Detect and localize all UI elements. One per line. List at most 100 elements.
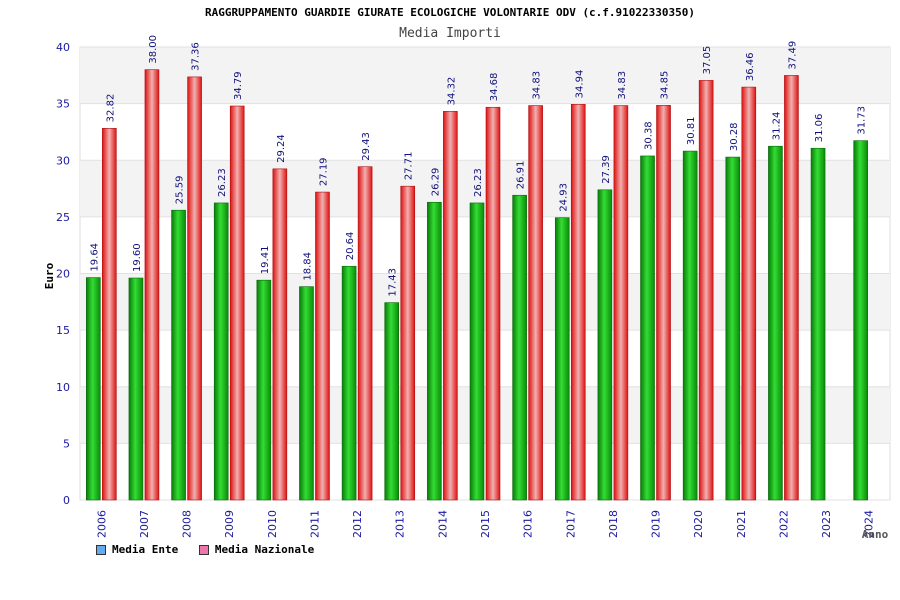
- bar-media-ente: [640, 155, 655, 501]
- bar-media-nazionale: [784, 75, 799, 501]
- bar-media-nazionale: [485, 106, 501, 501]
- bar-label-media-ente: 19.60: [132, 243, 143, 272]
- bar-label-media-nazionale: 34.68: [489, 73, 500, 102]
- bar-label-media-ente: 25.59: [175, 176, 186, 205]
- bar-media-ente: [128, 277, 144, 501]
- bar-label-media-ente: 30.81: [686, 116, 697, 145]
- legend-item-media-ente: Media Ente: [96, 543, 178, 556]
- bar-media-ente: [341, 265, 357, 501]
- bar-media-nazionale: [656, 105, 671, 501]
- legend-item-media-nazionale: Media Nazionale: [198, 543, 315, 556]
- bar-label-media-nazionale: 37.05: [702, 46, 713, 75]
- bar-media-ente: [213, 202, 229, 501]
- legend-label-media-ente: Media Ente: [112, 543, 179, 556]
- bar-media-ente: [725, 156, 741, 501]
- x-tick-label: 2018: [607, 510, 620, 538]
- bar-media-nazionale: [698, 80, 714, 501]
- bar-media-nazionale: [443, 111, 458, 501]
- bar-label-media-nazionale: 34.94: [574, 70, 585, 99]
- bar-media-ente: [299, 286, 314, 501]
- bar-label-media-nazionale: 29.24: [276, 134, 287, 163]
- bar-label-media-ente: 20.64: [345, 232, 356, 261]
- chart-subtitle: Media Importi: [399, 26, 501, 41]
- bar-label-media-ente: 26.29: [430, 168, 441, 197]
- bar-media-nazionale: [357, 166, 373, 501]
- x-tick-label: 2024: [863, 510, 876, 538]
- y-tick-label: 35: [56, 98, 70, 111]
- y-tick-label: 40: [56, 41, 70, 54]
- x-tick-label: 2021: [735, 510, 748, 538]
- bar-media-ente: [512, 194, 527, 501]
- bar-label-media-nazionale: 34.83: [617, 71, 628, 100]
- bar-media-ente: [768, 145, 783, 501]
- bar-media-nazionale: [528, 105, 543, 501]
- x-tick-label: 2015: [479, 510, 492, 538]
- bar-media-ente: [171, 209, 186, 501]
- x-tick-label: 2016: [522, 510, 535, 538]
- y-axis-title: Euro: [43, 262, 56, 289]
- bar-media-ente: [810, 147, 826, 501]
- legend-label-media-nazionale: Media Nazionale: [214, 543, 315, 556]
- bar-media-nazionale: [229, 105, 245, 501]
- legend-swatch-media-nazionale: [198, 545, 209, 555]
- bar-label-media-nazionale: 36.46: [745, 52, 756, 81]
- bar-label-media-nazionale: 34.79: [233, 71, 244, 100]
- x-axis-title: Anno: [862, 528, 889, 541]
- bar-media-nazionale: [613, 105, 629, 501]
- bar-label-media-nazionale: 37.49: [787, 41, 798, 70]
- bar-label-media-ente: 18.84: [302, 252, 313, 281]
- bar-label-media-ente: 26.91: [516, 161, 527, 190]
- x-tick-label: 2007: [138, 510, 151, 538]
- bar-label-media-ente: 26.23: [473, 168, 484, 197]
- bar-media-nazionale: [400, 185, 416, 501]
- bar-label-media-nazionale: 38.00: [148, 35, 159, 64]
- x-tick-label: 2013: [394, 510, 407, 538]
- bar-media-ente: [597, 189, 613, 501]
- y-tick-label: 10: [56, 381, 70, 394]
- x-tick-label: 2020: [692, 510, 705, 538]
- bar-media-nazionale: [144, 69, 160, 501]
- x-tick-label: 2010: [266, 510, 279, 538]
- x-tick-label: 2011: [308, 510, 321, 538]
- bar-media-ente: [682, 150, 698, 501]
- legend-swatch-media-ente: [96, 545, 106, 555]
- x-tick-label: 2008: [181, 510, 194, 538]
- bar-label-media-nazionale: 34.85: [660, 71, 671, 100]
- bar-media-nazionale: [187, 76, 202, 501]
- bar-label-media-nazionale: 29.43: [361, 132, 372, 161]
- x-tick-label: 2006: [95, 510, 108, 538]
- bar-media-nazionale: [741, 86, 757, 501]
- bar-media-ente: [853, 140, 868, 501]
- bar-label-media-ente: 31.73: [857, 106, 868, 135]
- bar-media-nazionale: [315, 191, 330, 501]
- x-tick-label: 2014: [436, 510, 449, 538]
- x-tick-label: 2022: [777, 510, 790, 538]
- bar-label-media-ente: 19.41: [260, 246, 271, 275]
- x-tick-label: 2017: [564, 510, 577, 538]
- y-tick-label: 25: [56, 211, 70, 224]
- bar-label-media-ente: 26.23: [217, 168, 228, 197]
- bar-label-media-ente: 24.93: [558, 183, 569, 212]
- y-tick-label: 5: [63, 437, 70, 450]
- bar-media-ente: [554, 217, 570, 501]
- legend: Media Ente Media Nazionale: [96, 543, 328, 556]
- bar-label-media-ente: 17.43: [388, 268, 399, 297]
- bar-label-media-nazionale: 34.32: [446, 77, 457, 106]
- bar-label-media-ente: 30.38: [644, 121, 655, 150]
- bar-label-media-ente: 30.28: [729, 122, 740, 151]
- bar-label-media-ente: 19.64: [89, 243, 100, 272]
- bar-label-media-nazionale: 27.71: [404, 152, 415, 181]
- bar-label-media-ente: 31.06: [814, 114, 825, 143]
- bar-label-media-nazionale: 27.19: [318, 157, 329, 186]
- bar-media-ente: [256, 279, 272, 501]
- bar-label-media-nazionale: 37.36: [191, 42, 202, 71]
- bar-label-media-nazionale: 34.83: [532, 71, 543, 100]
- y-tick-label: 30: [56, 154, 70, 167]
- y-tick-label: 20: [56, 268, 70, 281]
- bar-label-media-nazionale: 32.82: [105, 94, 116, 123]
- y-tick-label: 0: [63, 494, 70, 507]
- bar-label-media-ente: 27.39: [601, 155, 612, 184]
- bar-media-nazionale: [102, 128, 117, 501]
- bar-label-media-ente: 31.24: [771, 112, 782, 141]
